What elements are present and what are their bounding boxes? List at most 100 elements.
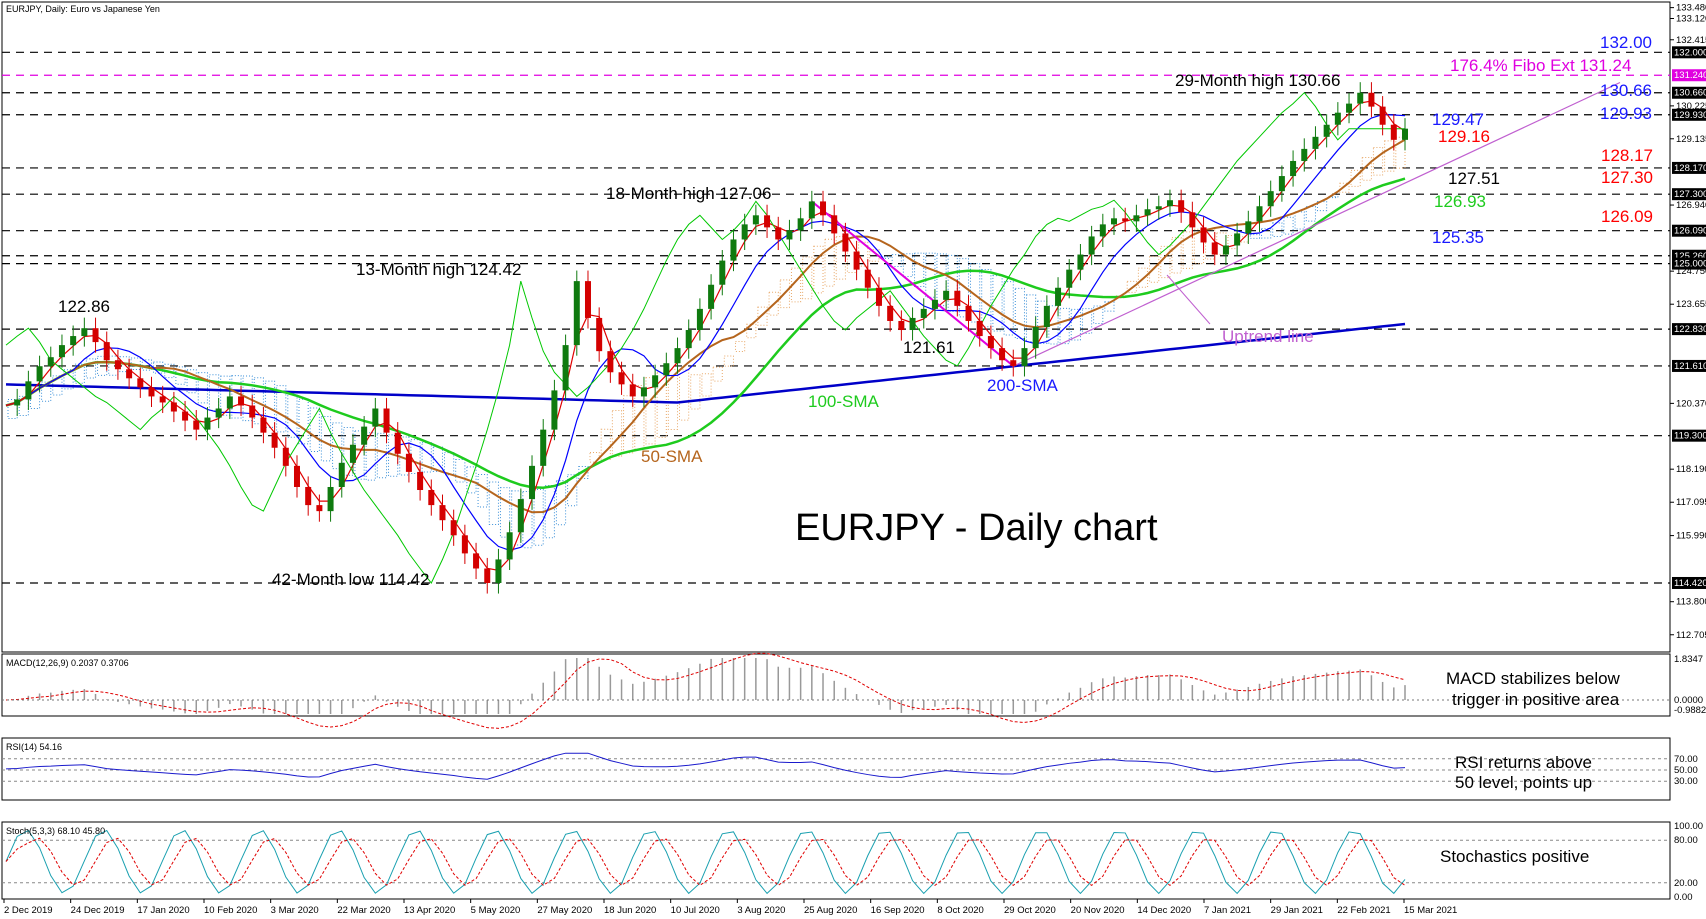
candle-body	[282, 447, 289, 466]
time-tick-label: 24 Dec 2019	[71, 905, 125, 916]
ann-132-00: 132.00	[1600, 33, 1652, 52]
cloud-segment	[1193, 228, 1205, 265]
candle-body	[808, 201, 815, 219]
candle-body	[1133, 215, 1140, 222]
candle-body	[1402, 128, 1408, 140]
price-tag-label: 129.930	[1674, 110, 1706, 121]
candle-body	[663, 363, 670, 376]
candle-body	[887, 305, 894, 321]
cloud-segment	[1305, 206, 1316, 222]
price-tick-label: 132.415	[1676, 35, 1706, 46]
candle-body	[1055, 287, 1062, 306]
cloud-segment	[477, 473, 488, 508]
ann-200-sma: 200-SMA	[987, 376, 1059, 395]
price-tag-label: 128.170	[1674, 163, 1706, 174]
candle-body	[349, 444, 356, 463]
ann-42m-low: 42-Month low 114.42	[272, 570, 430, 589]
price-tick-label: 133.120	[1676, 13, 1706, 24]
cloud-segment	[1182, 231, 1193, 269]
candle-body	[898, 320, 905, 331]
cloud-segment	[141, 359, 152, 371]
candle-body	[752, 215, 759, 225]
ann-128-17: 128.17	[1601, 146, 1653, 165]
candle-body	[640, 387, 647, 397]
candle-body	[696, 308, 703, 331]
candle-body	[1357, 92, 1364, 104]
candle-body	[182, 411, 189, 421]
cloud-segment	[947, 254, 958, 312]
price-tick-label: 115.990	[1676, 531, 1706, 542]
candle-body	[629, 384, 636, 397]
cloud-segment	[1070, 308, 1081, 341]
candle-body	[618, 372, 625, 385]
chart-title: EURJPY - Daily chart	[795, 507, 1158, 549]
price-tag-bg	[1672, 224, 1706, 237]
cloud-segment	[1081, 308, 1093, 334]
price-tag-label: 122.830	[1674, 324, 1706, 335]
cloud-segment	[29, 388, 41, 409]
rsi-tick-label: 70.00	[1674, 754, 1698, 765]
candle-body	[741, 224, 748, 240]
cloud-segment	[958, 258, 970, 318]
candle-body	[305, 486, 312, 506]
ann-127-51: 127.51	[1448, 169, 1500, 188]
candle-body	[1301, 148, 1308, 161]
uptrend-line	[1013, 81, 1621, 367]
candle-body	[1278, 176, 1285, 192]
candle-body	[1334, 112, 1341, 125]
candle-body	[1088, 236, 1095, 255]
price-tag-label: 119.300	[1674, 431, 1706, 442]
cloud-segment	[164, 363, 175, 379]
candle-body	[920, 308, 927, 318]
candle-body	[1267, 191, 1274, 207]
candle-body	[931, 299, 938, 309]
cloud-segment	[1003, 281, 1014, 336]
main-panel-frame	[1, 1, 1671, 653]
candle-body	[47, 357, 54, 367]
candle-body	[148, 387, 155, 397]
time-tick-label: 25 Aug 2020	[804, 905, 857, 916]
cloud-segment	[712, 366, 723, 382]
cloud-segment	[902, 253, 914, 278]
sma100-line	[5, 177, 1406, 489]
cloud-segment	[1126, 280, 1137, 293]
price-tag-label: 125.000	[1674, 259, 1706, 270]
candle-body	[1312, 136, 1319, 149]
cloud-segment	[1272, 222, 1283, 238]
cloud-segment	[567, 474, 578, 507]
stoch-tick-label: 100.00	[1674, 821, 1703, 832]
candle-body	[36, 366, 43, 382]
price-tag-label: 126.090	[1674, 226, 1706, 237]
candle-body	[1166, 200, 1173, 207]
time-axis: 2 Dec 2019 24 Dec 2019 17 Jan 2020 10 Feb 2…	[3, 899, 1457, 916]
candle-body	[114, 360, 121, 370]
candle-body	[58, 345, 65, 358]
stoch-tick-label: 80.00	[1674, 835, 1698, 846]
stoch-d-line	[5, 837, 1406, 887]
time-tick-label: 29 Oct 2020	[1004, 905, 1056, 916]
price-tag-label: 132.000	[1674, 47, 1706, 58]
candle-body	[271, 432, 278, 448]
ann-129-47: 129.47	[1432, 110, 1484, 129]
cloud-segment	[970, 263, 981, 323]
price-tag-bg	[1672, 359, 1706, 372]
candle-body	[943, 290, 950, 300]
price-tag-bg	[1672, 257, 1706, 270]
candle-body	[607, 351, 614, 373]
ann-29m-high: 29-Month high 130.66	[1175, 71, 1340, 90]
price-tag-label: 130.660	[1674, 88, 1706, 99]
rsi-panel-frame	[1, 737, 1671, 801]
candle-body	[137, 378, 144, 388]
price-tick-label: 130.225	[1676, 101, 1706, 112]
ann-126-09: 126.09	[1601, 207, 1653, 226]
uptrend-pointer	[1166, 274, 1211, 325]
time-tick-label: 18 Jun 2020	[604, 905, 656, 916]
price-tag-bg	[1672, 108, 1706, 121]
ann-uptrend: Uptrend line	[1222, 327, 1314, 346]
cloud-segment	[757, 306, 768, 326]
cloud-segment	[768, 291, 779, 316]
candle-body	[853, 251, 860, 270]
cloud-segment	[555, 480, 567, 526]
cloud-segment	[1384, 140, 1395, 172]
